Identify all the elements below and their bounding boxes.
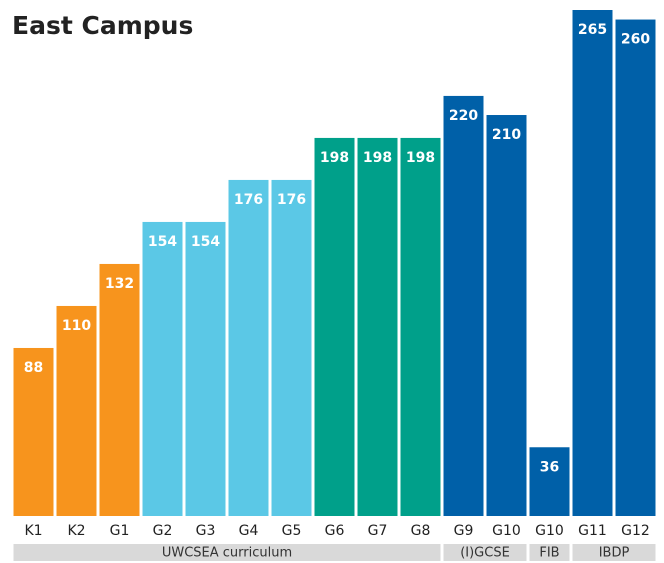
x-tick-label: G7 (368, 523, 388, 539)
bar (572, 10, 613, 516)
x-tick-label: G9 (454, 523, 474, 539)
x-tick-label: G2 (153, 523, 173, 539)
x-tick-label: G10 (492, 523, 521, 539)
group-label: (I)GCSE (460, 546, 510, 561)
x-tick-label: G12 (621, 523, 650, 539)
bar (228, 179, 269, 516)
group-label: UWCSEA curriculum (162, 546, 292, 561)
x-tick-label: G1 (110, 523, 130, 539)
x-tick-label: G8 (411, 523, 431, 539)
group-band (13, 544, 441, 561)
bar (615, 19, 656, 516)
x-tick-label: G11 (578, 523, 607, 539)
bar (13, 347, 54, 516)
value-label: 265 (578, 22, 607, 38)
value-label: 260 (621, 32, 650, 48)
group-band (572, 544, 656, 561)
x-tick-label: K1 (24, 523, 42, 539)
bar (314, 137, 355, 516)
bar (142, 221, 183, 516)
bar (443, 95, 484, 516)
group-band (443, 544, 527, 561)
bar (529, 447, 570, 516)
bar (56, 305, 97, 516)
x-tick-label: K2 (67, 523, 85, 539)
bar (185, 221, 226, 516)
group-label: IBDP (599, 546, 630, 561)
value-label: 176 (234, 192, 263, 208)
value-label: 176 (277, 192, 306, 208)
value-label: 36 (540, 459, 559, 475)
x-tick-label: G5 (282, 523, 302, 539)
bar (357, 137, 398, 516)
chart-title: East Campus (12, 11, 193, 40)
value-label: 154 (191, 234, 220, 250)
x-tick-label: G4 (239, 523, 259, 539)
value-label: 110 (62, 318, 91, 334)
value-label: 132 (105, 276, 134, 292)
x-tick-label: G3 (196, 523, 216, 539)
value-label: 198 (363, 150, 392, 166)
value-label: 210 (492, 127, 521, 143)
bar (486, 115, 527, 517)
value-label: 198 (406, 150, 435, 166)
value-label: 198 (320, 150, 349, 166)
bar (99, 263, 140, 516)
bar (400, 137, 441, 516)
x-tick-label: G10 (535, 523, 564, 539)
group-label: FIB (539, 546, 559, 561)
value-label: 220 (449, 108, 478, 124)
value-label: 154 (148, 234, 177, 250)
group-band (529, 544, 570, 561)
x-tick-label: G6 (325, 523, 345, 539)
value-label: 88 (24, 360, 43, 376)
bar (271, 179, 312, 516)
